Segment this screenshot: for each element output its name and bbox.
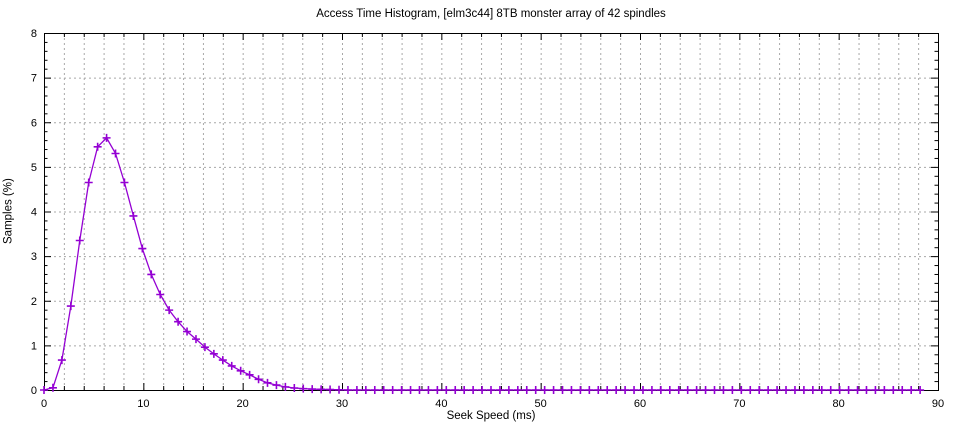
x-tick-label: 20 (237, 398, 249, 410)
y-tick-label: 0 (31, 385, 37, 397)
x-tick-label: 70 (733, 398, 745, 410)
x-tick-label: 30 (336, 398, 348, 410)
x-axis-label: Seek Speed (ms) (446, 410, 536, 422)
x-tick-label: 40 (435, 398, 447, 410)
y-tick-label: 3 (31, 251, 37, 263)
x-tick-label: 80 (833, 398, 845, 410)
y-tick-label: 4 (31, 207, 37, 219)
y-tick-label: 5 (31, 162, 37, 174)
y-tick-label: 7 (31, 73, 37, 85)
x-tick-label: 90 (932, 398, 944, 410)
point-markers (40, 133, 925, 394)
y-tick-label: 1 (31, 340, 37, 352)
y-tick-label: 2 (31, 296, 37, 308)
y-tick-label: 6 (31, 117, 37, 129)
x-tick-label: 10 (137, 398, 149, 410)
x-tick-label: 60 (634, 398, 646, 410)
x-tick-label: 50 (535, 398, 547, 410)
x-tick-label: 0 (41, 398, 47, 410)
chart-title: Access Time Histogram, [elm3c44] 8TB mon… (316, 8, 666, 20)
y-tick-label: 8 (31, 28, 37, 40)
